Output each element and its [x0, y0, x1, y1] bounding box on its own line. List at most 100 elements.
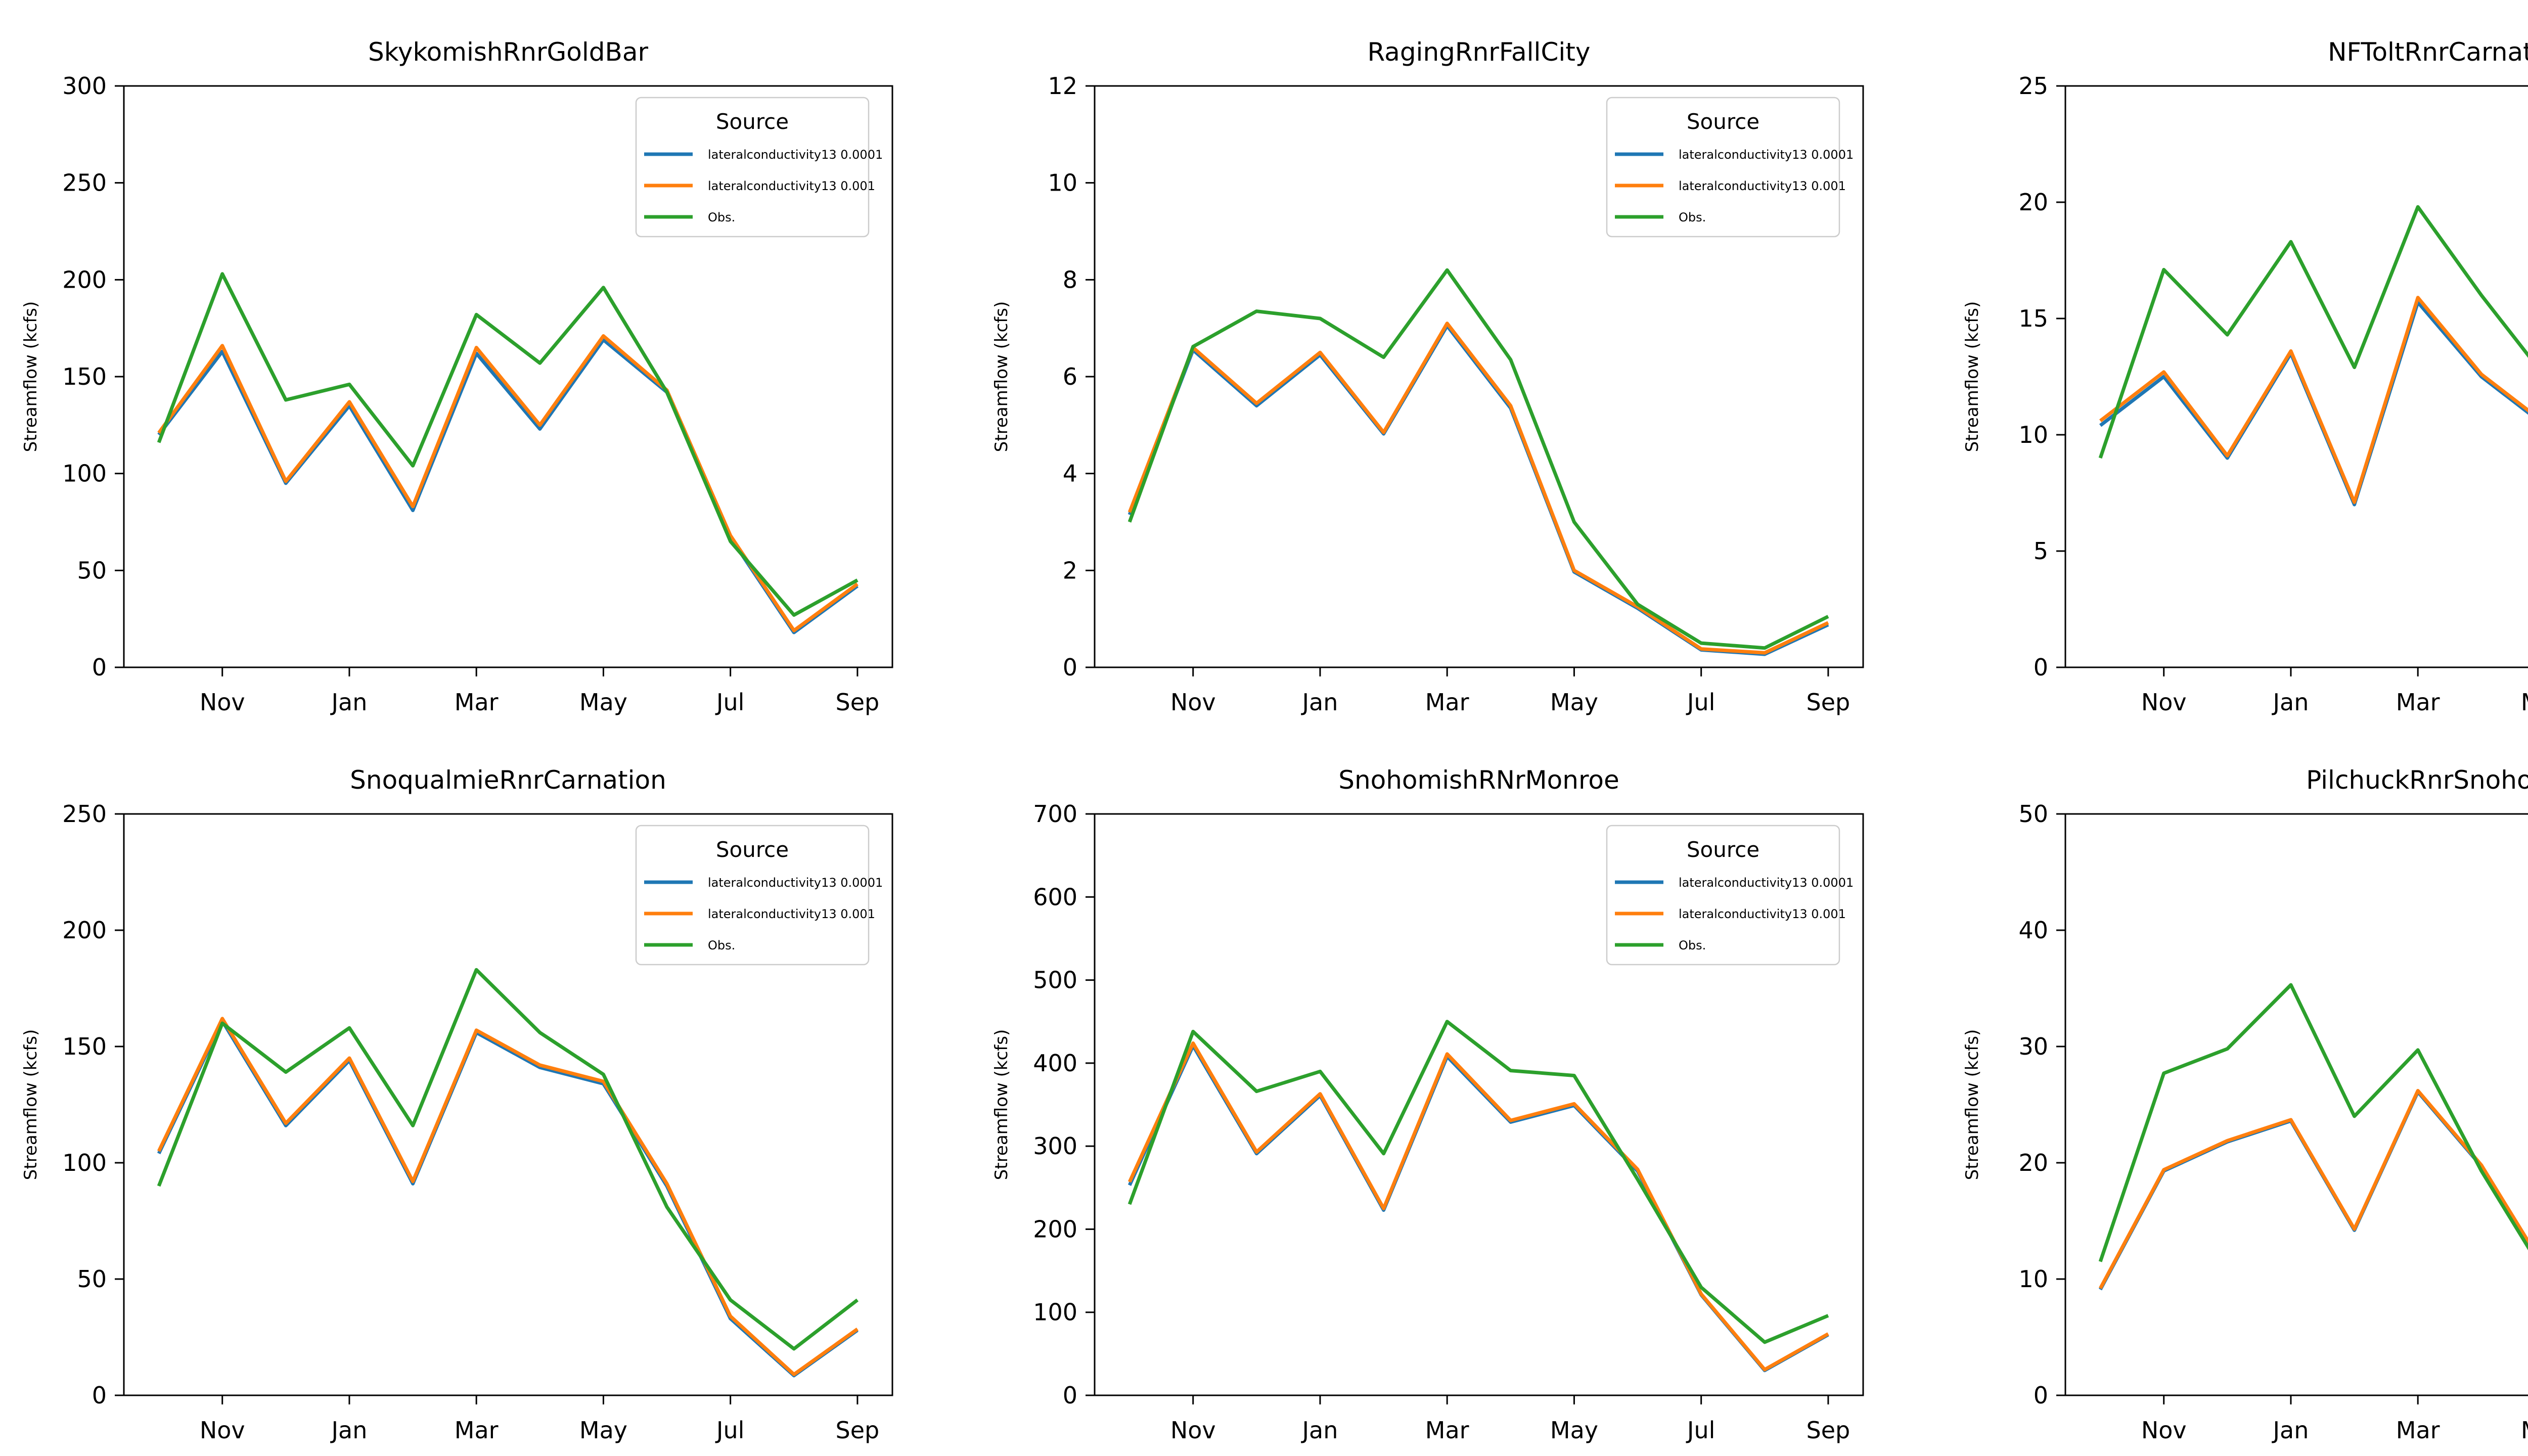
subplot-snohomish-r-nr-monroe: SnohomishRNrMonroe Streamflow (kcfs) 0 100 2…	[971, 728, 1942, 1456]
y-tick-label: 10	[1048, 169, 1077, 197]
y-tick-label: 150	[62, 1033, 107, 1060]
y-tick-label: 0	[2034, 654, 2048, 681]
y-tick-label: 0	[92, 654, 107, 681]
legend-entry-label: Obs.	[708, 938, 735, 952]
y-tick-label: 50	[77, 557, 107, 584]
y-tick-label: 500	[1033, 967, 1077, 994]
x-tick-label: Nov	[200, 689, 245, 716]
x-tick-label: Jan	[2271, 689, 2309, 716]
plot-raging-rnr-fall-city: RagingRnrFallCity Streamflow (kcfs) 0 2 4 6 8 1…	[991, 37, 1864, 716]
series-line-obs	[2098, 205, 2528, 459]
subplot-skykomish-rnr-gold-bar: SkykomishRnrGoldBar Streamflow (kcfs) 0 50 1…	[0, 0, 971, 728]
x-tick-label: Nov	[2141, 689, 2187, 716]
x-tick-label: Jan	[1300, 1417, 1338, 1444]
y-axis-label: Streamflow (kcfs)	[991, 301, 1012, 452]
y-tick-label: 8	[1063, 266, 1077, 293]
x-tick-label: Mar	[2396, 689, 2440, 716]
series-line-lateralconductivity13-0.001	[1127, 322, 1829, 655]
plot-snoqualmie-rnr-carnation: SnoqualmieRnrCarnation Streamflow (kcfs) 0…	[21, 765, 893, 1444]
x-tick-label: Sep	[1807, 689, 1850, 716]
y-tick-label: 20	[2018, 1149, 2048, 1176]
x-tick-label: Sep	[836, 1417, 880, 1444]
y-tick-label: 40	[2018, 917, 2048, 944]
plot-skykomish-rnr-gold-bar: SkykomishRnrGoldBar Streamflow (kcfs) 0 50 1…	[21, 37, 893, 716]
axes-frame	[123, 85, 893, 668]
y-tick-label: 12	[1048, 72, 1077, 100]
y-tick-label: 700	[1033, 800, 1077, 828]
legend-box	[635, 97, 870, 238]
subplot-title: SnohomishRNrMonroe	[1338, 765, 1619, 795]
y-axis-label: Streamflow (kcfs)	[991, 1029, 1012, 1180]
legend-entry-label: lateralconductivity13 0.001	[708, 179, 875, 193]
subplot-title: RagingRnrFallCity	[1368, 37, 1591, 67]
legend-entry-label: Obs.	[1679, 938, 1706, 952]
y-tick-label: 100	[62, 460, 107, 487]
series-line-obs	[157, 272, 859, 617]
series-line-obs	[1127, 1020, 1829, 1344]
legend-box	[1606, 97, 1840, 238]
subplot-title: SnoqualmieRnrCarnation	[350, 765, 666, 795]
y-tick-label: 0	[1063, 1382, 1077, 1409]
legend-entry-label: lateralconductivity13 0.0001	[708, 876, 883, 890]
x-tick-label: Mar	[455, 1417, 499, 1444]
x-tick-label: Jan	[330, 1417, 367, 1444]
y-axis-label: Streamflow (kcfs)	[21, 301, 41, 452]
y-tick-label: 100	[1033, 1299, 1077, 1326]
plot-snohomish-r-nr-monroe: SnohomishRNrMonroe Streamflow (kcfs) 0 100 2…	[991, 765, 1864, 1444]
series-line-lateralconductivity13-0.001	[1127, 1041, 1829, 1372]
x-tick-label: Sep	[1807, 1417, 1850, 1444]
y-tick-label: 15	[2018, 305, 2048, 332]
axes-frame	[1094, 813, 1864, 1396]
y-tick-label: 0	[1063, 654, 1077, 681]
x-tick-label: Jul	[1686, 1417, 1716, 1444]
x-tick-label: Jan	[330, 689, 367, 716]
x-tick-label: Nov	[2141, 1417, 2187, 1444]
legend-box	[635, 825, 870, 966]
legend-entry-label: Obs.	[1679, 210, 1706, 224]
legend-entry-label: lateralconductivity13 0.001	[1679, 179, 1846, 193]
x-tick-label: Mar	[1425, 689, 1469, 716]
series-line-lateralconductivity13-0.0001	[157, 1019, 859, 1378]
y-tick-label: 250	[62, 169, 107, 197]
series-line-lateralconductivity13-0.001	[157, 1017, 859, 1377]
subplot-title: NFToltRnrCarnation	[2328, 37, 2528, 67]
axes-frame	[2064, 85, 2528, 668]
y-tick-label: 2	[1063, 557, 1077, 584]
y-tick-label: 200	[62, 266, 107, 293]
y-tick-label: 400	[1033, 1050, 1077, 1077]
y-tick-label: 100	[62, 1149, 107, 1176]
legend-title: Source	[716, 109, 789, 134]
series-line-lateralconductivity13-0.0001	[1127, 324, 1829, 656]
legend-title: Source	[716, 837, 789, 862]
y-tick-label: 6	[1063, 363, 1077, 390]
series-line-lateralconductivity13-0.001	[2099, 1088, 2528, 1290]
legend-entry-label: lateralconductivity13 0.0001	[708, 148, 883, 162]
x-tick-label: May	[2521, 689, 2528, 716]
series-line-obs	[157, 968, 859, 1351]
y-tick-label: 200	[1033, 1215, 1077, 1243]
series-line-lateralconductivity13-0.001	[2099, 296, 2528, 504]
y-tick-label: 0	[92, 1382, 107, 1409]
subplot-nf-tolt-rnr-carnation: NFToltRnrCarnation Streamflow (kcfs) 0 5 10 1…	[1942, 0, 2528, 728]
y-tick-label: 10	[2018, 1265, 2048, 1293]
x-tick-label: Jan	[1300, 689, 1338, 716]
y-tick-label: 5	[2034, 537, 2048, 565]
x-tick-label: Nov	[200, 1417, 245, 1444]
x-tick-label: May	[579, 689, 627, 716]
y-tick-label: 25	[2018, 72, 2048, 100]
plot-nf-tolt-rnr-carnation: NFToltRnrCarnation Streamflow (kcfs) 0 5 10 1…	[1962, 37, 2528, 716]
legend-entry-label: Obs.	[708, 210, 735, 224]
y-tick-label: 10	[2018, 421, 2048, 448]
y-tick-label: 250	[62, 800, 107, 828]
y-tick-label: 20	[2018, 189, 2048, 216]
subplot-title: SkykomishRnrGoldBar	[368, 37, 648, 67]
subplot-snoqualmie-rnr-carnation: SnoqualmieRnrCarnation Streamflow (kcfs) 0…	[0, 728, 971, 1456]
subplot-raging-rnr-fall-city: RagingRnrFallCity Streamflow (kcfs) 0 2 4 6 8 1…	[971, 0, 1942, 728]
x-tick-label: Mar	[2396, 1417, 2440, 1444]
subplot-pilchuck-rnr-snohomish: PilchuckRnrSnohomish Streamflow (kcfs) 0 10…	[1942, 728, 2528, 1456]
x-tick-label: Nov	[1170, 1417, 1216, 1444]
x-tick-label: May	[2521, 1417, 2528, 1444]
y-axis-label: Streamflow (kcfs)	[1962, 1029, 1982, 1180]
y-axis-label: Streamflow (kcfs)	[21, 1029, 41, 1180]
x-tick-label: Jan	[2271, 1417, 2309, 1444]
